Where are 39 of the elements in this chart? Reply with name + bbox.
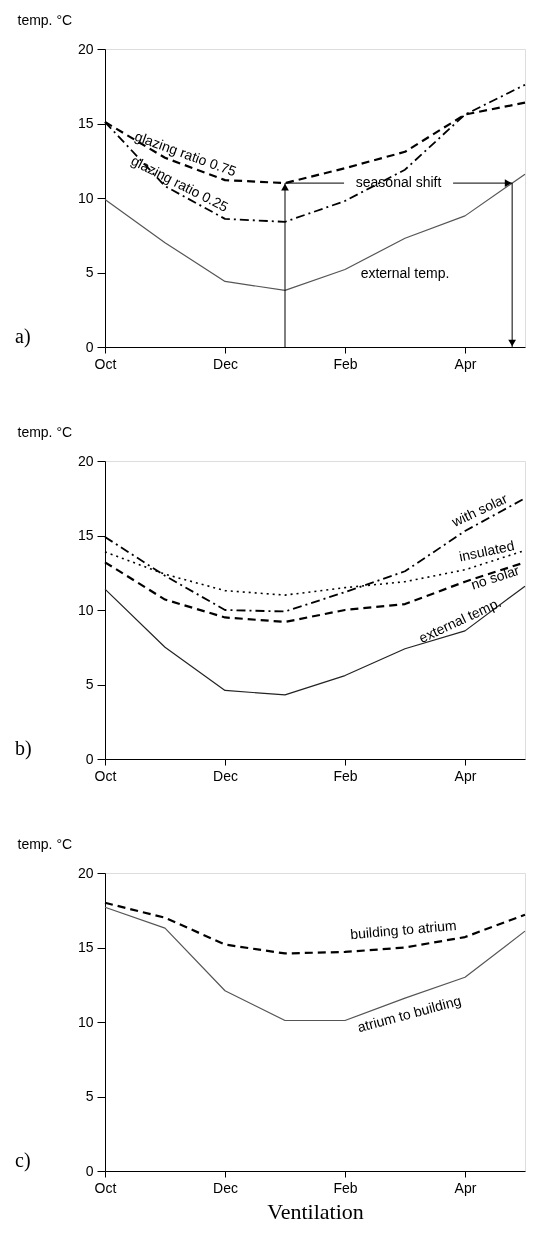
text: c) — [15, 1149, 31, 1172]
y-axis-title: temp. °C — [17, 423, 73, 440]
x-tick-label: Dec — [213, 355, 238, 372]
x-tick-label: Feb — [333, 767, 358, 784]
y-tick-label: 5 — [85, 1088, 94, 1104]
x-tick-label: Apr — [454, 1179, 477, 1196]
text: with solar — [448, 490, 510, 531]
y-axis-title: temp. °C — [17, 11, 73, 28]
y-tick-label: 10 — [77, 189, 94, 206]
y-tick-label: 15 — [77, 115, 94, 131]
x-tick-label: Dec — [213, 1179, 238, 1196]
x-tick-label: Feb — [333, 355, 358, 372]
y-tick-label: 0 — [85, 1162, 94, 1179]
text: b) — [15, 737, 32, 760]
y-tick-label: 15 — [77, 939, 94, 955]
series-label: building to atrium — [349, 916, 458, 943]
y-tick-label: 0 — [85, 750, 94, 767]
y-tick-label: 10 — [77, 1013, 94, 1030]
y-tick-label: 15 — [77, 527, 94, 543]
x-tick-label: Apr — [454, 355, 477, 372]
y-tick-label: 20 — [77, 452, 94, 469]
y-axis-title: temp. °C — [17, 835, 73, 852]
y-tick-label: 5 — [85, 676, 94, 692]
x-tick-label: Oct — [94, 1179, 117, 1196]
x-tick-label: Feb — [333, 1179, 358, 1196]
y-tick-label: 0 — [85, 338, 94, 355]
text: a) — [15, 325, 31, 348]
x-tick-label: Oct — [94, 355, 117, 372]
series-label: external temp. — [360, 265, 450, 282]
y-tick-label: 10 — [77, 601, 94, 618]
x-tick-label: Apr — [454, 767, 477, 784]
x-tick-label: Oct — [94, 767, 117, 784]
ref-line-label: seasonal shift — [355, 174, 442, 191]
text: atrium to building — [355, 992, 463, 1036]
y-tick-label: 20 — [77, 864, 94, 881]
x-tick-label: Dec — [213, 767, 238, 784]
y-tick-label: 5 — [85, 264, 94, 280]
x-axis-title: Ventilation — [267, 1198, 364, 1224]
y-tick-label: 20 — [77, 40, 94, 57]
